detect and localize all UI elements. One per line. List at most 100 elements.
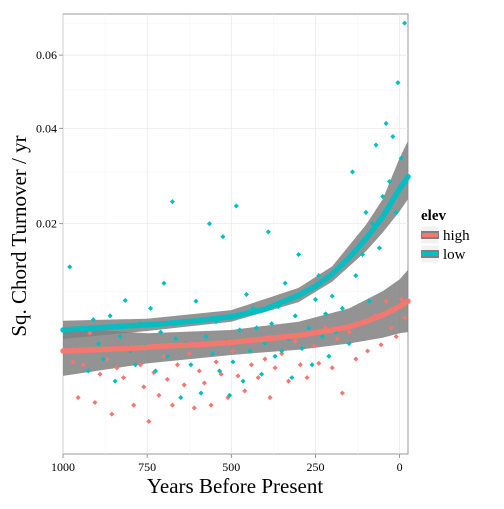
point-high <box>191 405 197 411</box>
point-low <box>316 273 322 279</box>
point-low <box>253 325 260 331</box>
point-low <box>193 298 199 304</box>
point-high <box>262 356 268 362</box>
point-low <box>312 296 318 303</box>
point-low <box>363 209 369 215</box>
axis-ticks: 1000 750 500 250 0 0.02 0.04 0.06 <box>36 48 403 474</box>
point-low <box>262 341 268 347</box>
point-low <box>230 359 236 365</box>
point-low <box>289 375 295 381</box>
point-high <box>235 373 241 379</box>
point-high <box>316 360 322 366</box>
x-tick-label: 250 <box>306 460 324 474</box>
point-low <box>169 199 175 205</box>
plot-panel <box>62 13 409 455</box>
legend-keys: high low <box>420 225 470 264</box>
point-high <box>196 368 202 374</box>
point-low <box>326 353 332 359</box>
point-low <box>279 348 285 354</box>
point-low <box>147 305 154 311</box>
point-high <box>92 399 98 406</box>
point-high <box>279 351 285 357</box>
point-low <box>206 221 212 227</box>
legend-title: elev <box>421 208 446 224</box>
y-tick-label: 0.02 <box>36 217 57 231</box>
point-low <box>398 155 404 161</box>
point-low <box>272 353 278 359</box>
point-high <box>402 315 408 321</box>
point-low <box>353 273 359 279</box>
x-axis-label: Years Before Present <box>147 474 323 498</box>
point-low <box>366 298 372 304</box>
point-high <box>292 338 298 344</box>
point-low <box>339 305 345 311</box>
point-high <box>272 365 278 371</box>
point-low <box>402 20 408 26</box>
point-low <box>220 234 226 240</box>
point-low <box>373 142 379 148</box>
point-low <box>346 341 352 347</box>
point-high <box>383 298 389 304</box>
point-high <box>230 348 236 354</box>
point-low <box>198 390 204 396</box>
point-low <box>203 334 209 340</box>
point-high <box>297 362 303 368</box>
trend-line-high <box>60 298 411 354</box>
point-high <box>339 390 345 396</box>
point-low <box>309 362 315 368</box>
point-high <box>334 336 340 342</box>
legend-label-low: low <box>443 247 466 263</box>
point-high <box>80 362 86 368</box>
point-high <box>164 376 170 382</box>
point-low <box>322 311 329 317</box>
point-low <box>153 368 159 374</box>
point-high <box>137 362 143 368</box>
point-high <box>156 392 162 398</box>
point-low <box>132 362 138 368</box>
x-tick-label: 750 <box>138 460 156 474</box>
point-high <box>248 362 255 368</box>
point-low <box>329 293 335 299</box>
legend-label-high: high <box>443 228 470 244</box>
point-high <box>304 375 310 381</box>
point-high <box>398 296 404 303</box>
point-high <box>213 359 219 365</box>
point-low <box>393 209 399 215</box>
point-low <box>319 334 325 340</box>
point-high <box>181 382 187 388</box>
point-low <box>122 297 128 303</box>
x-tick-label: 0 <box>397 460 403 474</box>
point-high <box>146 418 152 424</box>
point-low <box>240 378 246 384</box>
point-high <box>329 365 335 371</box>
point-high <box>208 402 214 408</box>
trend-line-low <box>60 173 411 333</box>
point-low <box>282 280 288 286</box>
point-low <box>112 378 118 384</box>
point-low <box>164 353 170 359</box>
point-high <box>174 362 180 368</box>
point-low <box>237 327 243 333</box>
y-tick-label: 0.04 <box>36 121 57 135</box>
x-tick-label: 1000 <box>51 460 75 474</box>
point-high <box>353 356 359 362</box>
point-high <box>255 375 261 381</box>
trend-lines <box>60 173 411 354</box>
point-high <box>186 351 192 357</box>
point-low <box>386 178 393 185</box>
point-low <box>95 341 101 347</box>
point-high <box>393 334 399 340</box>
point-high <box>378 342 384 348</box>
point-low <box>158 329 164 335</box>
point-high <box>87 330 93 336</box>
point-high <box>242 388 248 394</box>
point-high <box>311 343 317 349</box>
point-high <box>285 378 292 384</box>
point-low <box>259 371 265 377</box>
x-tick-label: 500 <box>222 460 240 474</box>
point-high <box>161 353 167 359</box>
point-low <box>247 348 253 354</box>
y-tick-label: 0.06 <box>36 48 57 62</box>
